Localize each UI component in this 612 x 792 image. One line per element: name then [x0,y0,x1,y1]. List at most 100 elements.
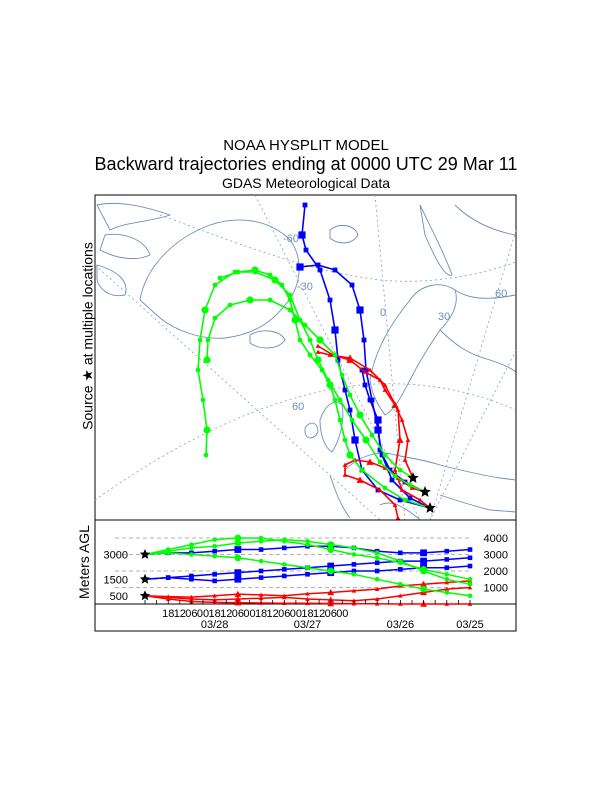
date-label: 03/25 [456,619,484,631]
coast-siberia [454,204,516,236]
vertical-trajectory-marker [234,595,242,602]
map-trajectory-marker [405,437,411,442]
vertical-trajectory-marker [398,593,403,598]
map-trajectory-marker [315,262,321,268]
map-trajectory-marker [407,482,413,488]
map-trajectory-marker [307,337,313,343]
map-trajectory-marker [362,436,370,444]
vertical-trajectory-marker [281,539,287,544]
map-trajectory-marker [332,397,338,403]
map-trajectory-marker [327,297,333,303]
graticule [94,194,517,521]
coast-iceland [249,330,286,349]
vertical-trajectory-marker [281,567,287,572]
graticule-label: 60 [495,288,507,300]
right-height-label: 3000 [484,550,508,562]
coast-russia [439,289,516,373]
map-trajectory-marker [392,473,398,479]
vertical-trajectory-marker [351,568,357,574]
map-trajectory-marker [203,452,209,458]
vertical-trajectory-marker [258,558,264,564]
map-trajectory-marker [200,397,206,403]
vertical-trajectory-marker [234,575,242,583]
vertical-trajectory-marker [189,573,194,579]
vertical-trajectory-marker [351,562,357,567]
vertical-trajectory-marker [165,596,171,601]
vertical-trajectory-marker [444,557,450,562]
graticule-label: 60 [292,401,304,413]
map-trajectory-marker [332,352,338,358]
map-trajectory-marker [342,462,348,467]
map-trajectory-marker [399,487,405,492]
left-height-label: 3000 [104,550,128,562]
vertical-trajectory-marker [165,550,171,556]
map-trajectory-marker [417,497,423,502]
time-tick-label: 00 [197,608,209,620]
vertical-trajectory-marker [444,580,450,585]
vertical-trajectory-marker [327,562,335,570]
vertical-trajectory-marker [374,560,380,566]
map-trajectory-marker [363,367,369,373]
vertical-trajectory-marker [327,589,335,596]
map-trajectory-marker [331,326,339,334]
vertical-trajectory-marker [189,596,194,601]
time-tick-label: 00 [243,608,255,620]
map-trajectory-marker [201,306,209,314]
coast-arctic-canada-3 [96,264,127,297]
map-trajectory-marker [356,411,364,419]
map-trajectory-marker [307,352,313,358]
vertical-trajectory-marker [212,553,217,559]
vertical-trajectory-marker [420,580,427,587]
vertical-trajectory-marker [305,542,310,547]
vertical-trajectory-marker [444,572,450,577]
map-trajectory-marker [391,401,399,408]
map-trajectory-marker [367,367,373,372]
vertical-trajectory-marker [420,565,427,573]
lon-line-neg30 [254,194,421,521]
map-trajectory-marker [337,417,343,423]
coast-europe-north [344,452,517,481]
vertical-trajectory-marker [467,555,473,561]
map-trajectory-marker [347,392,353,398]
map-trajectory-marker [287,297,293,303]
graticule-label: -60 [283,233,299,245]
left-height-label: 1500 [104,574,128,586]
coast-arctic-canada-1 [96,202,172,231]
lon-line-60 [429,349,517,521]
lon-line-30 [429,229,517,521]
map-trajectory-marker [377,459,383,465]
map-panel: -60 -30 0 30 60 60 [94,194,517,521]
vertical-trajectory-marker [467,547,473,552]
vertical-trajectory-marker [467,593,473,599]
map-trajectory-marker [267,272,273,278]
time-tick-label: 06 [232,608,244,620]
time-tick-label: 00 [336,608,348,620]
map-trajectory-marker [407,495,413,501]
map-trajectory-marker [337,397,343,403]
vertical-trajectory-marker [305,565,310,570]
vertical-trajectory-marker [444,576,450,582]
vertical-trajectory-marker [305,539,310,544]
title-line-2: Backward trajectories ending at 0000 UTC… [94,154,518,174]
map-trajectory-marker [342,437,348,443]
vertical-trajectory-marker [467,576,473,582]
map-trajectory-marker [356,306,364,314]
coast-europe-south [329,474,517,521]
map-trajectory-marker [356,476,364,483]
vertical-trajectory-marker [351,572,357,577]
vertical-trajectory-marker [327,596,335,603]
map-trajectory-marker [317,267,323,273]
vertical-trajectory-marker [374,576,380,582]
vertical-trajectories [139,534,473,607]
vertical-trajectory-marker [212,537,217,542]
source-star-icon [407,472,419,483]
map-trajectory-marker [367,397,373,403]
vertical-trajectory-marker [234,590,242,597]
map-trajectory-marker [267,297,273,303]
map-trajectory-marker [315,343,321,348]
map-trajectory-marker [296,263,304,271]
vertical-trajectory-marker [374,586,380,591]
left-height-label: 500 [110,591,128,603]
vertical-trajectory-marker [374,568,380,574]
vertical-trajectory-marker [305,596,310,601]
